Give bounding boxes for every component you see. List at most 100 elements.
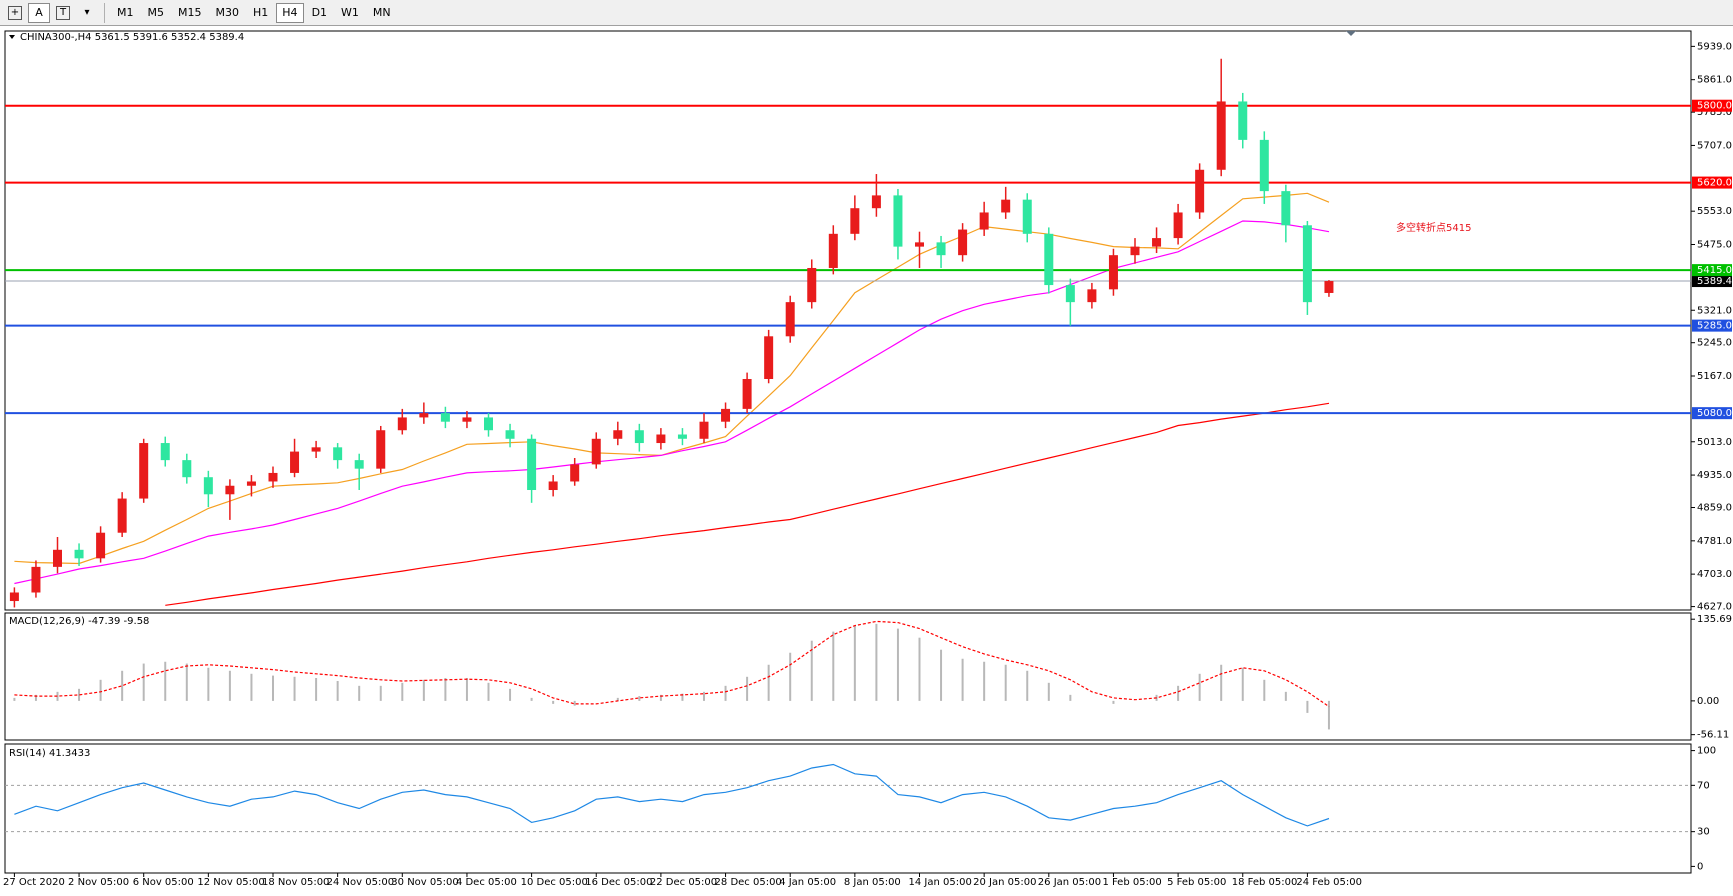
level-label: 5415.0 xyxy=(1697,265,1732,276)
signal-line xyxy=(14,620,1330,708)
last-price-label: 5389.4 xyxy=(1697,276,1732,287)
cursor-icon[interactable]: + xyxy=(8,5,22,20)
candle-body xyxy=(979,212,989,230)
x-tick-label: 20 Jan 05:00 xyxy=(973,877,1036,888)
y-tick-label: 4781.0 xyxy=(1697,536,1732,547)
candle-body xyxy=(354,460,364,469)
candle-body xyxy=(1324,281,1334,293)
x-tick-label: 24 Nov 05:00 xyxy=(327,877,394,888)
y-tick-label: 5939.0 xyxy=(1697,41,1732,52)
level-label: 5080.0 xyxy=(1697,408,1732,419)
candle-body xyxy=(311,447,321,452)
candle-body xyxy=(893,195,903,247)
candle-body xyxy=(397,417,407,431)
y-tick-label: 4627.0 xyxy=(1697,602,1732,613)
level-label: 5800.0 xyxy=(1697,101,1732,112)
candle-body xyxy=(1108,255,1118,290)
candle-body xyxy=(1001,199,1011,213)
timeframe-button[interactable]: M5 xyxy=(147,6,165,19)
level-label: 5620.0 xyxy=(1697,178,1732,189)
separator xyxy=(104,2,105,23)
candle-body xyxy=(203,477,213,495)
timeframe-buttons: M1 M5 M15 M30 H1 H4 D1 W1 MN xyxy=(111,2,397,23)
level-box xyxy=(1692,319,1732,332)
title-arrow xyxy=(9,35,15,39)
y-tick-label: 5167.0 xyxy=(1697,371,1732,382)
candle-body xyxy=(677,434,687,439)
candle-body xyxy=(871,195,881,209)
x-tick-label: 24 Feb 05:00 xyxy=(1296,877,1362,888)
y-tick-label: 70 xyxy=(1697,780,1710,791)
candle-body xyxy=(1281,191,1291,226)
level-box xyxy=(1692,264,1732,277)
candle-body xyxy=(570,464,580,482)
candle-body xyxy=(936,242,946,256)
level-box xyxy=(1692,99,1732,112)
toolbar: + A T ▾ M1 M5 M15 M30 H1 H4 D1 W1 MN xyxy=(0,0,1733,26)
candle-body xyxy=(1087,289,1097,303)
scroll-marker xyxy=(1346,31,1356,36)
x-tick-label: 18 Feb 05:00 xyxy=(1232,877,1298,888)
y-tick-label: 4935.0 xyxy=(1697,470,1732,481)
moving-average xyxy=(165,402,1330,606)
moving-average xyxy=(14,192,1330,565)
x-tick-label: 28 Dec 05:00 xyxy=(715,877,782,888)
y-tick-label: 5553.0 xyxy=(1697,206,1732,217)
timeframe-button[interactable]: H1 xyxy=(253,6,269,19)
chart-title: CHINA300-,H4 5361.5 5391.6 5352.4 5389.4 xyxy=(20,32,244,43)
candle-body xyxy=(225,485,235,495)
candle-body xyxy=(699,421,709,439)
timeframe-button[interactable]: M15 xyxy=(178,6,202,19)
candle-body xyxy=(850,208,860,234)
candle-body xyxy=(376,430,386,469)
indicator-title: MACD(12,26,9) -47.39 -9.58 xyxy=(9,616,149,627)
candle-body xyxy=(484,417,493,431)
y-tick-label: 5785.0 xyxy=(1697,107,1732,118)
candle-body xyxy=(1173,212,1183,239)
candle-body xyxy=(1259,139,1269,192)
candle-body xyxy=(634,430,644,444)
x-tick-label: 14 Jan 05:00 xyxy=(909,877,972,888)
tool-button[interactable]: A xyxy=(28,2,50,23)
candle-body xyxy=(419,413,429,418)
panel-frame xyxy=(4,30,1692,611)
candle-body xyxy=(721,408,731,422)
candle-body xyxy=(764,336,774,379)
x-tick-label: 10 Dec 05:00 xyxy=(521,877,588,888)
candle-body xyxy=(548,481,558,491)
y-tick-label: 5245.0 xyxy=(1697,338,1732,349)
candle-body xyxy=(139,443,149,499)
timeframe-button[interactable]: W1 xyxy=(341,6,359,19)
shapes-tool-icon[interactable]: ▾ xyxy=(84,7,90,18)
timeframe-button[interactable]: D1 xyxy=(311,6,328,19)
candle-body xyxy=(742,378,752,409)
x-tick-label: 22 Dec 05:00 xyxy=(650,877,717,888)
x-tick-label: 8 Jan 05:00 xyxy=(844,877,901,888)
y-tick-label: 5861.0 xyxy=(1697,75,1732,86)
timeframe-button[interactable]: H4 xyxy=(276,2,304,23)
y-tick-label: 135.69 xyxy=(1697,614,1732,625)
y-tick-label: 4859.0 xyxy=(1697,503,1732,514)
timeframe-button[interactable]: M1 xyxy=(117,6,134,19)
x-tick-label: 5 Feb 05:00 xyxy=(1167,877,1226,888)
timeframe-button[interactable]: M30 xyxy=(215,6,240,19)
candle-body xyxy=(527,438,537,491)
candle-body xyxy=(1065,285,1075,303)
text-tool-icon[interactable]: T xyxy=(56,5,70,20)
candle-body xyxy=(656,434,666,444)
timeframe-button[interactable]: MN xyxy=(372,6,391,19)
candle-body xyxy=(268,472,278,482)
candle-body xyxy=(290,451,300,473)
x-tick-label: 26 Jan 05:00 xyxy=(1038,877,1101,888)
indicator-title: RSI(14) 41.3433 xyxy=(9,748,90,759)
candle-body xyxy=(785,302,795,337)
candle-body xyxy=(1044,233,1054,286)
candle-body xyxy=(96,532,106,559)
candle-body xyxy=(828,233,838,268)
candle-body xyxy=(333,447,343,461)
x-tick-label: 27 Oct 2020 xyxy=(3,877,65,888)
candle-body xyxy=(9,592,19,602)
level-label: 5285.0 xyxy=(1697,321,1732,332)
candle-body xyxy=(1238,101,1248,140)
